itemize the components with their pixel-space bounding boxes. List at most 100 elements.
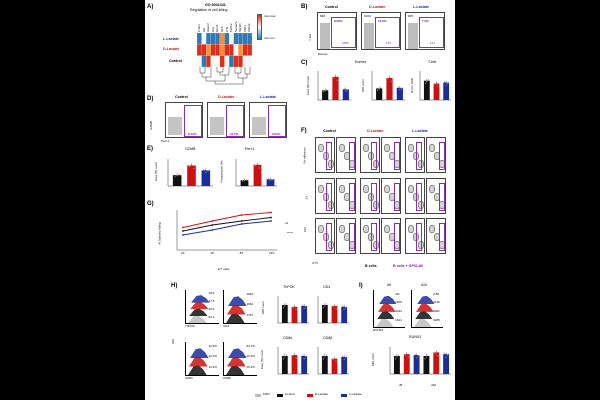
g-x-tick: 16X <box>269 251 275 255</box>
bar <box>443 82 450 100</box>
histogram-trace <box>226 365 245 375</box>
b-col-d-lactate: D-Lactate <box>369 5 386 9</box>
b-gate <box>375 17 400 48</box>
bar <box>240 180 249 186</box>
d-gate <box>226 105 244 137</box>
data-point <box>343 308 345 310</box>
i-hist-d5: 1621 1023 1306 111 <box>373 290 405 328</box>
bar <box>301 305 308 323</box>
g-sig-stars: ***** <box>287 231 293 235</box>
row-label-l-lactate: L-Lactate <box>163 37 179 41</box>
heatmap-cell <box>224 32 230 45</box>
f-population <box>363 144 369 152</box>
data-point <box>345 90 347 92</box>
f-gate <box>371 223 377 251</box>
h-ylabel-mfi: MFI norm <box>260 301 265 314</box>
g-point <box>211 224 214 226</box>
heatmap-cell <box>210 55 216 68</box>
histogram-trace <box>415 310 433 320</box>
d-gate-percent: 6.72% <box>188 132 197 136</box>
f-row-no-effectors: No effectors <box>302 147 307 164</box>
data-point <box>427 354 429 356</box>
data-point <box>295 357 297 359</box>
heatmap-cell <box>196 55 202 68</box>
b-col-control: Control <box>325 5 338 9</box>
f-population <box>384 225 390 233</box>
heatmap-cell <box>242 32 248 45</box>
data-point <box>324 356 326 358</box>
f-gate <box>326 183 332 211</box>
data-point <box>323 91 325 93</box>
data-point <box>295 308 297 310</box>
histogram-value: 1962 <box>246 302 254 307</box>
bar <box>341 356 348 374</box>
histogram-trace <box>414 318 432 327</box>
data-point <box>407 356 409 358</box>
f-population <box>363 225 369 233</box>
data-point <box>425 356 428 358</box>
bar <box>332 76 339 100</box>
b-flow-plot: 905 7.6% 127 <box>405 12 445 50</box>
f-flow-plot <box>405 178 425 214</box>
data-point <box>285 354 287 356</box>
bar <box>393 356 400 374</box>
f-population <box>339 225 345 233</box>
data-point <box>335 360 337 362</box>
scale-top-label: row max <box>264 14 276 18</box>
legend-label: FMO <box>263 392 270 396</box>
figure-panel: A) GO:0031341 Regulation of cell killing… <box>145 0 455 400</box>
f-col-l-lactate: L-Lactate <box>412 129 428 133</box>
heatmap-col-label: Havcr2 <box>206 23 211 32</box>
b-gate-percent: 16.8% <box>378 19 387 23</box>
d-density <box>210 117 224 135</box>
heatmap-cell <box>219 55 225 68</box>
heatmap-col-label: Il18rap <box>247 23 252 32</box>
data-point <box>269 179 272 181</box>
f-flow-plot <box>426 218 446 254</box>
legend-label: L-Lactate <box>349 392 362 396</box>
f-gate <box>349 223 355 251</box>
e-title-perf1: Perf-1 <box>245 147 255 151</box>
histogram-value: 3146 <box>433 300 440 305</box>
data-point <box>444 352 446 354</box>
go-id: GO:0031341 <box>205 3 226 7</box>
data-point <box>434 352 436 355</box>
data-point <box>302 304 304 306</box>
heatmap-cell <box>206 44 211 56</box>
data-point <box>404 354 406 356</box>
g-x-tick: 2X <box>181 251 185 255</box>
c-y3: Norm. GMI <box>409 78 414 93</box>
histogram-trace <box>190 301 209 310</box>
chart-e-gzmb <box>167 159 213 187</box>
chart-e-perf1 <box>235 159 277 187</box>
d-density <box>168 117 182 135</box>
bar <box>321 305 328 323</box>
histogram-value: 20.2% <box>246 354 255 359</box>
histogram-value: 2.85 <box>433 291 439 296</box>
f-population <box>318 144 324 152</box>
d-col-control: Control <box>175 95 188 99</box>
f-gate <box>326 223 332 251</box>
f-population <box>429 144 435 152</box>
bar <box>403 354 410 374</box>
e-title-gzmb: GZMB <box>185 147 196 151</box>
heatmap-col-label: Gzmb <box>215 24 220 32</box>
data-point <box>394 358 397 360</box>
legend-swatch <box>341 394 347 397</box>
f-flow-plot <box>315 218 335 254</box>
data-point <box>241 180 244 182</box>
b-gate-percent: 8.66% <box>334 19 343 23</box>
heatmap-cell <box>229 44 234 56</box>
heatmap-col-label: Il2rb <box>219 26 224 32</box>
b-top-left-count: 1004 <box>364 14 371 18</box>
f-population <box>408 225 414 233</box>
histogram-value: 15.4% <box>246 364 255 369</box>
bar <box>172 175 182 186</box>
data-point <box>292 355 294 357</box>
g-point <box>182 226 184 229</box>
d-gate-percent: 21.5% <box>230 132 239 136</box>
data-point <box>336 79 338 81</box>
heatmap-cell <box>201 55 207 68</box>
heatmap-cell <box>229 55 234 68</box>
f-flow-plot <box>360 178 380 214</box>
